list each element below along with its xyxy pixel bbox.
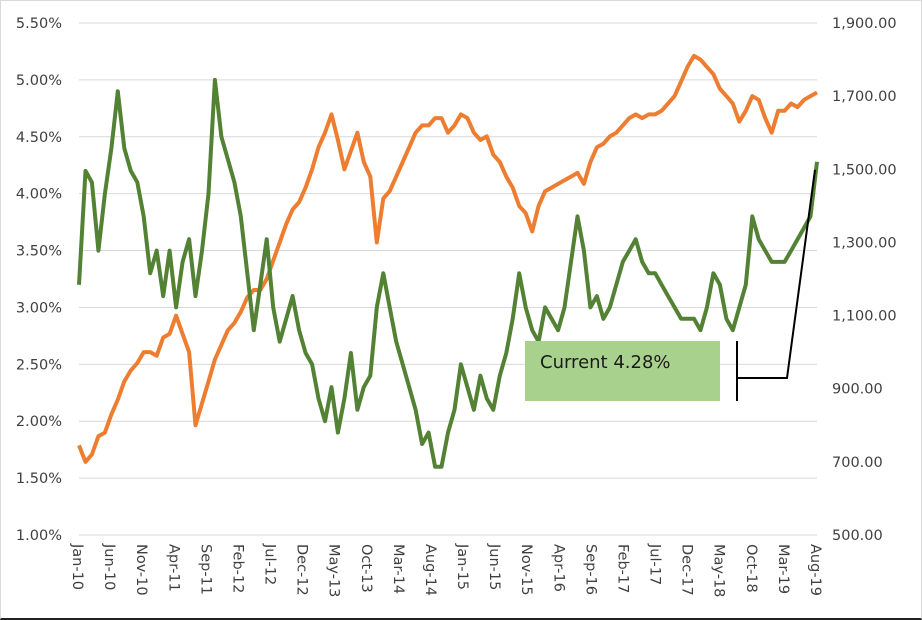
y2-tick-label: 500.00	[832, 528, 883, 544]
bracket-leader-line	[737, 169, 816, 379]
x-tick-label: Jan-15	[454, 543, 470, 590]
x-tick-label: Apr-16	[550, 544, 566, 592]
y2-tick-label: 1,900.00	[832, 16, 897, 32]
x-tick-label: Dec-17	[679, 544, 695, 596]
x-tick-label: Feb-12	[229, 544, 245, 593]
series-line-index	[77, 53, 818, 464]
x-tick-label: Jul-12	[262, 543, 278, 585]
y-tick-label: 3.50%	[16, 244, 62, 260]
y2-tick-label: 700.00	[832, 455, 883, 471]
x-tick-label: Jun-15	[486, 543, 502, 590]
x-tick-label: Nov-15	[518, 544, 534, 596]
x-tick-label: Sep-11	[197, 544, 213, 595]
x-tick-label: Feb-17	[614, 544, 630, 593]
y-tick-label: 5.50%	[16, 16, 62, 32]
left-y-axis: 5.50% 5.00% 4.50% 4.00% 3.50% 3.00% 2.50% 2.00%…	[16, 16, 62, 544]
gridlines	[79, 22, 817, 536]
x-axis: Jan-10 Jun-10 Nov-10 Apr-11 Sep-11 Feb-12 Jul-…	[69, 543, 823, 597]
y-tick-label: 2.00%	[16, 414, 62, 430]
y-tick-label: 3.00%	[16, 300, 62, 316]
x-tick-label: Oct-13	[358, 544, 374, 593]
y2-tick-label: 900.00	[832, 382, 883, 398]
x-tick-label: Apr-11	[165, 544, 181, 592]
y-tick-label: 5.00%	[16, 73, 62, 89]
x-tick-label: Mar-14	[390, 544, 406, 594]
x-tick-label: Oct-18	[743, 544, 759, 593]
y-tick-label: 4.50%	[16, 130, 62, 146]
y-tick-label: 1.00%	[16, 528, 62, 544]
y2-tick-label: 1,700.00	[832, 89, 897, 105]
right-y-axis: 1,900.00 1,700.00 1,500.00 1,300.00 1,100.00…	[832, 16, 897, 544]
x-tick-label: Sep-16	[582, 544, 598, 595]
series-line-yield	[77, 77, 819, 469]
y2-tick-label: 1,100.00	[832, 309, 897, 325]
x-tick-label: Jan-10	[69, 543, 85, 590]
x-tick-label: May-18	[711, 544, 727, 597]
callout-text: Current 4.28%	[540, 352, 671, 373]
x-tick-label: Mar-19	[775, 544, 791, 594]
series-lines	[77, 53, 819, 469]
x-tick-label: Jul-17	[647, 543, 663, 585]
x-tick-label: Aug-14	[422, 544, 438, 596]
x-tick-label: Aug-19	[807, 544, 823, 596]
y-tick-label: 2.50%	[16, 357, 62, 373]
x-tick-label: May-13	[326, 544, 342, 597]
x-tick-label: Nov-10	[133, 544, 149, 596]
y-tick-label: 4.00%	[16, 187, 62, 203]
y-tick-label: 1.50%	[16, 471, 62, 487]
annotation-bracket	[736, 169, 816, 401]
x-tick-label: Jun-10	[101, 543, 117, 590]
y2-tick-label: 1,300.00	[832, 235, 897, 251]
y2-tick-label: 1,500.00	[832, 162, 897, 178]
x-tick-label: Dec-12	[294, 544, 310, 596]
current-yield-callout: Current 4.28%	[525, 341, 720, 401]
